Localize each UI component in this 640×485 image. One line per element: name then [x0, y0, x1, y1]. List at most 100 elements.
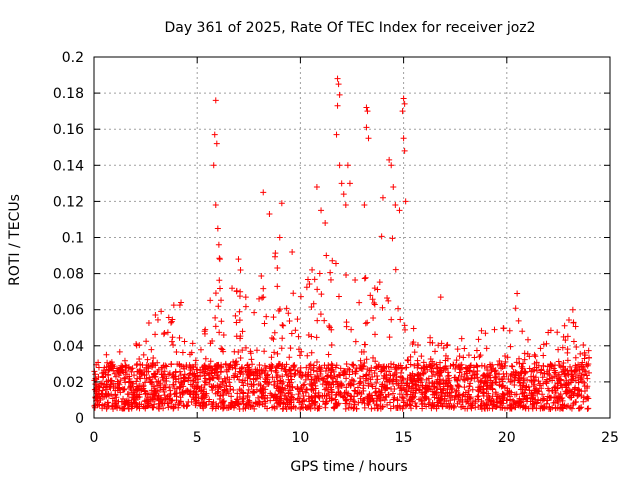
data-point	[335, 293, 342, 300]
data-point	[471, 354, 478, 361]
data-point	[257, 382, 264, 389]
data-point	[303, 284, 310, 291]
data-point	[505, 391, 512, 398]
data-point	[207, 358, 214, 365]
data-point	[215, 241, 222, 248]
data-point	[310, 300, 317, 307]
data-point	[474, 368, 481, 375]
data-point	[209, 387, 216, 394]
data-point	[343, 389, 350, 396]
data-point	[311, 392, 318, 399]
data-point	[307, 402, 314, 409]
data-point	[201, 400, 208, 407]
data-point	[150, 354, 157, 361]
data-point	[233, 361, 240, 368]
data-point	[161, 329, 168, 336]
data-point	[490, 398, 497, 405]
data-point	[351, 404, 358, 411]
data-point	[532, 353, 539, 360]
data-point	[159, 374, 166, 381]
data-point	[126, 375, 133, 382]
data-point	[251, 309, 258, 316]
data-point	[535, 378, 542, 385]
data-point	[125, 397, 132, 404]
data-point	[142, 379, 149, 386]
data-point	[401, 147, 408, 154]
data-point	[286, 354, 293, 361]
data-point	[251, 405, 258, 412]
data-point	[347, 380, 354, 387]
data-point	[397, 316, 404, 323]
data-point	[290, 364, 297, 371]
data-point	[448, 389, 455, 396]
data-point	[501, 405, 508, 412]
data-point	[400, 135, 407, 142]
data-point	[335, 385, 342, 392]
data-point	[439, 395, 446, 402]
data-point	[150, 391, 157, 398]
data-point	[267, 365, 274, 372]
data-point	[386, 379, 393, 386]
data-point	[443, 398, 450, 405]
data-point	[371, 369, 378, 376]
data-point	[294, 316, 301, 323]
data-point	[499, 390, 506, 397]
data-point	[181, 338, 188, 345]
data-point	[402, 402, 409, 409]
data-point	[258, 393, 265, 400]
y-tick-label: 0.12	[53, 194, 84, 210]
data-point	[340, 191, 347, 198]
data-point	[166, 370, 173, 377]
data-point	[576, 365, 583, 372]
data-point	[385, 363, 392, 370]
data-point	[459, 396, 466, 403]
data-point	[361, 359, 368, 366]
data-point	[364, 319, 371, 326]
data-point	[301, 396, 308, 403]
data-point	[345, 381, 352, 388]
data-point	[131, 396, 138, 403]
data-point	[140, 351, 147, 358]
data-point	[437, 294, 444, 301]
data-point	[333, 131, 340, 138]
data-point	[452, 393, 459, 400]
data-point	[564, 346, 571, 353]
data-point	[481, 363, 488, 370]
data-point	[310, 367, 317, 374]
data-point	[305, 332, 312, 339]
data-point	[463, 368, 470, 375]
data-point	[130, 395, 137, 402]
data-point	[271, 403, 278, 410]
data-point	[325, 351, 332, 358]
data-point	[522, 405, 529, 412]
data-point	[346, 400, 353, 407]
data-point	[421, 390, 428, 397]
data-point	[193, 391, 200, 398]
data-point	[511, 391, 518, 398]
data-point	[239, 328, 246, 335]
data-point	[248, 356, 255, 363]
data-point	[521, 350, 528, 357]
data-point	[266, 211, 273, 218]
data-point	[316, 363, 323, 370]
data-point	[351, 401, 358, 408]
data-point	[306, 362, 313, 369]
data-point	[304, 386, 311, 393]
data-point	[296, 371, 303, 378]
data-point	[121, 385, 128, 392]
data-point	[231, 374, 238, 381]
data-point	[550, 399, 557, 406]
data-point	[287, 397, 294, 404]
data-point	[102, 383, 109, 390]
data-point	[390, 361, 397, 368]
data-point	[544, 378, 551, 385]
data-point	[200, 386, 207, 393]
data-point	[103, 405, 110, 412]
data-point	[508, 378, 515, 385]
data-point	[117, 365, 124, 372]
data-point	[262, 375, 269, 382]
data-point	[361, 400, 368, 407]
data-point	[570, 319, 577, 326]
data-point	[419, 370, 426, 377]
data-point	[253, 347, 260, 354]
